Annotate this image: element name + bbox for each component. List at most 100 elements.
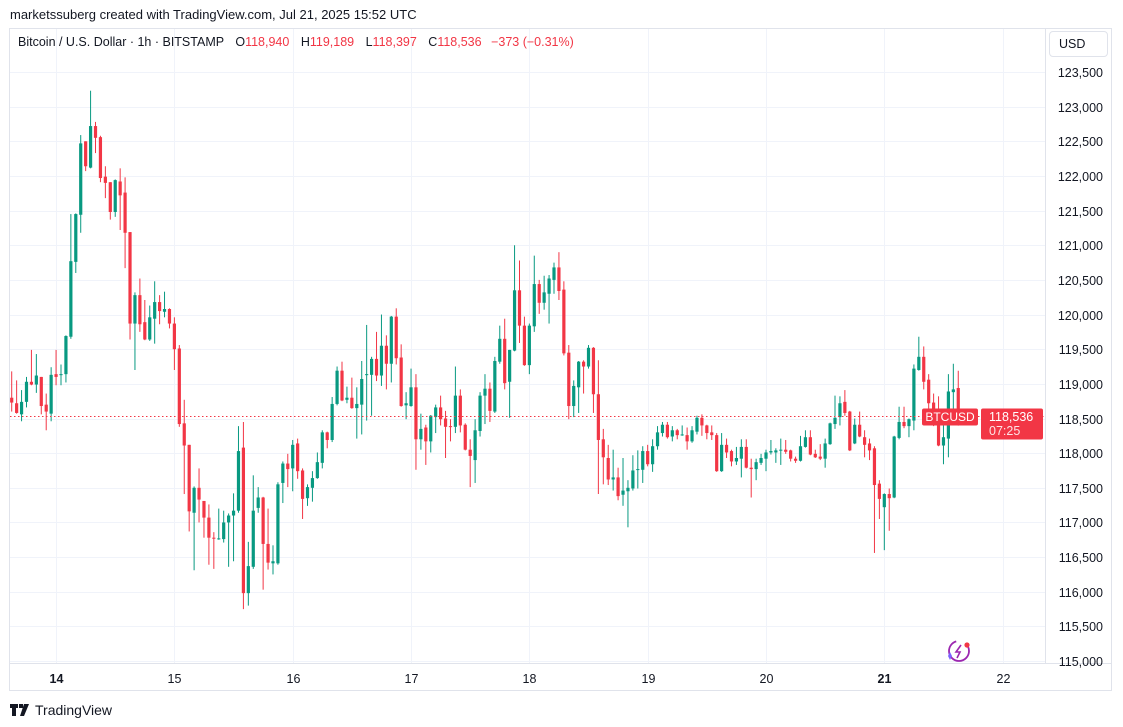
price-axis[interactable]: 123,500 123,000 122,500 122,000 121,500 121,0…	[1058, 66, 1103, 669]
candle-body	[720, 444, 724, 472]
candle-body	[44, 404, 48, 412]
candle	[133, 292, 137, 370]
time-tick-label: 16	[287, 672, 301, 686]
candle	[675, 428, 679, 440]
candle-body	[162, 309, 167, 312]
candle	[680, 425, 684, 436]
candle	[488, 382, 492, 422]
candle-body	[10, 397, 14, 403]
candle-body	[705, 425, 709, 434]
candle-body	[577, 361, 581, 388]
candle-body	[670, 430, 674, 437]
candle-body	[493, 360, 497, 412]
candle	[98, 135, 103, 183]
candle-body	[508, 349, 512, 382]
candle	[271, 545, 275, 575]
candle-body	[227, 515, 231, 523]
candle-body	[246, 566, 250, 594]
candle	[749, 458, 753, 498]
candle	[227, 513, 231, 567]
price-tick-label: 119,500	[1059, 343, 1103, 357]
candle	[335, 366, 339, 406]
candle	[877, 480, 881, 519]
candle-body	[823, 443, 827, 459]
candle	[54, 349, 58, 386]
candle	[586, 345, 591, 369]
candle-body	[123, 192, 127, 233]
candle	[848, 410, 852, 452]
candle-body	[793, 458, 798, 461]
candle	[744, 439, 748, 469]
candle-body	[202, 500, 206, 518]
candle	[626, 480, 630, 528]
candle	[286, 453, 290, 488]
candle-body	[803, 437, 808, 447]
candle-body	[581, 361, 586, 367]
candle	[424, 424, 428, 465]
candle-body	[448, 426, 453, 428]
candle	[128, 232, 132, 340]
assistant-icon[interactable]	[948, 640, 970, 662]
candle-body	[453, 395, 457, 427]
candle	[567, 345, 571, 420]
candle	[759, 453, 763, 465]
candle-body	[251, 510, 255, 567]
candle	[764, 449, 768, 472]
candle	[823, 438, 827, 468]
candle-body	[74, 214, 78, 262]
symbol-tag	[922, 408, 978, 426]
candle-body	[261, 497, 265, 544]
candle-body	[828, 423, 832, 445]
footer-branding: TradingView	[10, 702, 112, 718]
candle-body	[808, 437, 812, 455]
candle	[828, 422, 832, 445]
candle-body	[320, 432, 324, 463]
candle	[148, 305, 152, 341]
candle-body	[503, 338, 507, 384]
candle	[867, 438, 872, 461]
candle-body	[133, 295, 137, 324]
candle-body	[103, 176, 107, 183]
candle	[547, 275, 551, 324]
candle	[345, 386, 349, 404]
candle-body	[912, 368, 916, 421]
time-tick-label: 19	[642, 672, 656, 686]
candle-body	[305, 487, 310, 499]
candle-body	[266, 543, 270, 563]
time-axis[interactable]: 14 15 16 17 18 19 20 21 22	[50, 672, 1011, 686]
price-tick-label: 121,000	[1058, 239, 1103, 253]
candle-body	[591, 347, 596, 395]
candle-body	[88, 126, 93, 168]
candle-body	[49, 374, 53, 414]
candle	[478, 392, 482, 437]
candle	[853, 418, 857, 445]
candle	[222, 510, 226, 543]
candle	[448, 419, 453, 442]
candle	[138, 278, 142, 332]
candle-body	[586, 347, 591, 367]
currency-button[interactable]: USD	[1049, 31, 1108, 57]
candle-body	[177, 348, 181, 425]
candle-body	[24, 381, 29, 402]
candle-body	[286, 463, 290, 470]
candle-body	[281, 463, 285, 483]
candle-body	[547, 278, 551, 294]
candle-body	[335, 370, 339, 404]
candle-body	[715, 435, 719, 472]
candle	[162, 291, 167, 318]
time-tick-label: 18	[523, 672, 537, 686]
candle-body	[660, 424, 665, 434]
candle	[715, 433, 719, 472]
time-tick-label: 20	[760, 672, 774, 686]
candle	[774, 448, 778, 463]
candle	[789, 449, 793, 462]
time-tick-label: 21	[878, 672, 892, 686]
symbol-legend: Bitcoin / U.S. Dollar · 1h · BITSTAMP O1…	[18, 35, 574, 49]
candle-body	[409, 387, 413, 407]
candle	[710, 425, 714, 440]
candle	[862, 430, 867, 458]
candle-body	[108, 182, 112, 212]
candle	[69, 214, 73, 339]
candle	[572, 380, 576, 418]
